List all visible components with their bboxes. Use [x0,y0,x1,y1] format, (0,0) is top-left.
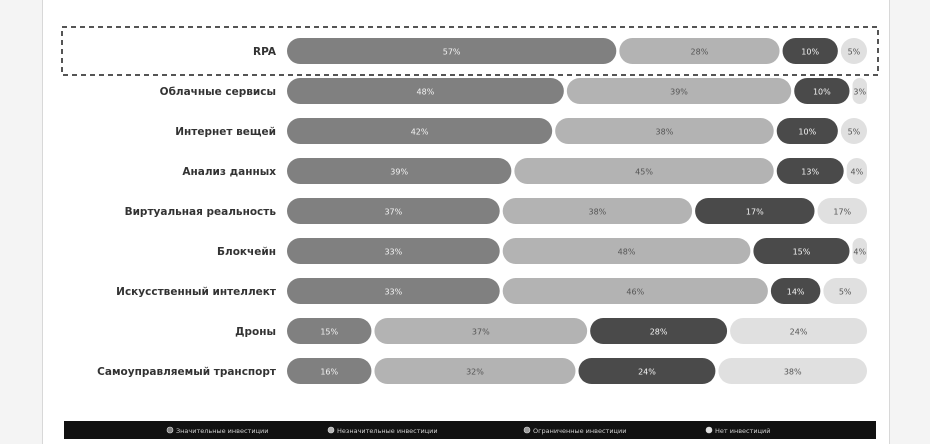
bar-segment [782,38,838,64]
data-label: 15% [793,248,811,257]
bar-segment [287,318,372,344]
bar-segment [840,118,867,144]
bar-segment [502,278,768,304]
bar-segment [287,198,500,224]
data-label: 48% [618,248,636,257]
category-label: Блокчейн [217,246,276,258]
category-label: Анализ данных [182,166,276,178]
bar-segment [287,278,500,304]
data-label: 15% [320,328,338,337]
data-label: 5% [848,48,861,57]
legend-label: Нет инвестиций [715,427,771,435]
data-label: 4% [853,248,866,257]
bar-segment [840,38,867,64]
data-label: 45% [635,168,653,177]
category-label: Облачные сервисы [160,86,276,98]
bar-segment [287,78,564,104]
data-label: 5% [839,288,852,297]
bar-segment [846,158,867,184]
category-label: Самоуправляемый транспорт [97,366,277,378]
bar-segment [794,78,850,104]
data-label: 10% [801,48,819,57]
bar-segment [578,358,716,384]
category-label: Дроны [235,326,276,338]
data-label: 16% [320,368,338,377]
bar-segment [287,358,372,384]
data-label: 24% [790,328,808,337]
data-label: 37% [472,328,490,337]
data-label: 5% [848,128,861,137]
legend-label: Ограниченные инвестиции [533,427,626,435]
data-label: 38% [589,208,607,217]
data-label: 13% [801,168,819,177]
data-label: 37% [384,208,402,217]
data-label: 39% [390,168,408,177]
data-label: 57% [443,48,461,57]
data-label: 38% [656,128,674,137]
data-label: 28% [691,48,709,57]
bar-segment [502,198,693,224]
data-label: 24% [638,368,656,377]
bar-segment [695,198,815,224]
data-label: 14% [787,288,805,297]
bar-segment [730,318,867,344]
bar-segment [566,78,792,104]
bar-segment [374,358,576,384]
legend-marker [327,426,335,434]
bar-segment [776,158,844,184]
bar-segment [718,358,867,384]
bar-segment [287,118,553,144]
legend-marker [523,426,531,434]
data-label: 4% [850,168,863,177]
data-label: 39% [670,88,688,97]
legend-background [64,421,876,439]
data-label: 28% [650,328,668,337]
data-label: 38% [784,368,802,377]
bar-segment [817,198,867,224]
bar-segment [287,158,512,184]
data-label: 10% [798,128,816,137]
bar-segment [514,158,774,184]
bar-segment [374,318,588,344]
legend-label: Незначительные инвестиции [337,427,438,435]
data-label: 33% [384,288,402,297]
bar-segment [619,38,780,64]
bar-segment [753,238,850,264]
category-label: Интернет вещей [175,126,276,138]
highlight-box [61,26,879,76]
bar-segment [776,118,838,144]
bar-segment [287,38,617,64]
bar-segment [770,278,821,304]
legend-marker [705,426,713,434]
bar-segment [852,78,867,104]
bar-segment [287,238,500,264]
bar-segment [555,118,774,144]
bar-segment [823,278,867,304]
legend-marker [166,426,174,434]
bar-segment [502,238,751,264]
bar-segment [852,238,867,264]
data-label: 42% [411,128,429,137]
data-label: 3% [853,88,866,97]
data-label: 48% [417,88,435,97]
data-label: 33% [384,248,402,257]
data-label: 17% [833,208,851,217]
category-label: RPA [253,46,277,58]
bar-segment [590,318,728,344]
data-label: 46% [626,288,644,297]
legend-label: Значительные инвестиции [176,427,268,435]
data-label: 17% [746,208,764,217]
data-label: 32% [466,368,484,377]
category-label: Искусственный интеллект [116,286,277,298]
category-label: Виртуальная реальность [125,206,277,218]
data-label: 10% [813,88,831,97]
